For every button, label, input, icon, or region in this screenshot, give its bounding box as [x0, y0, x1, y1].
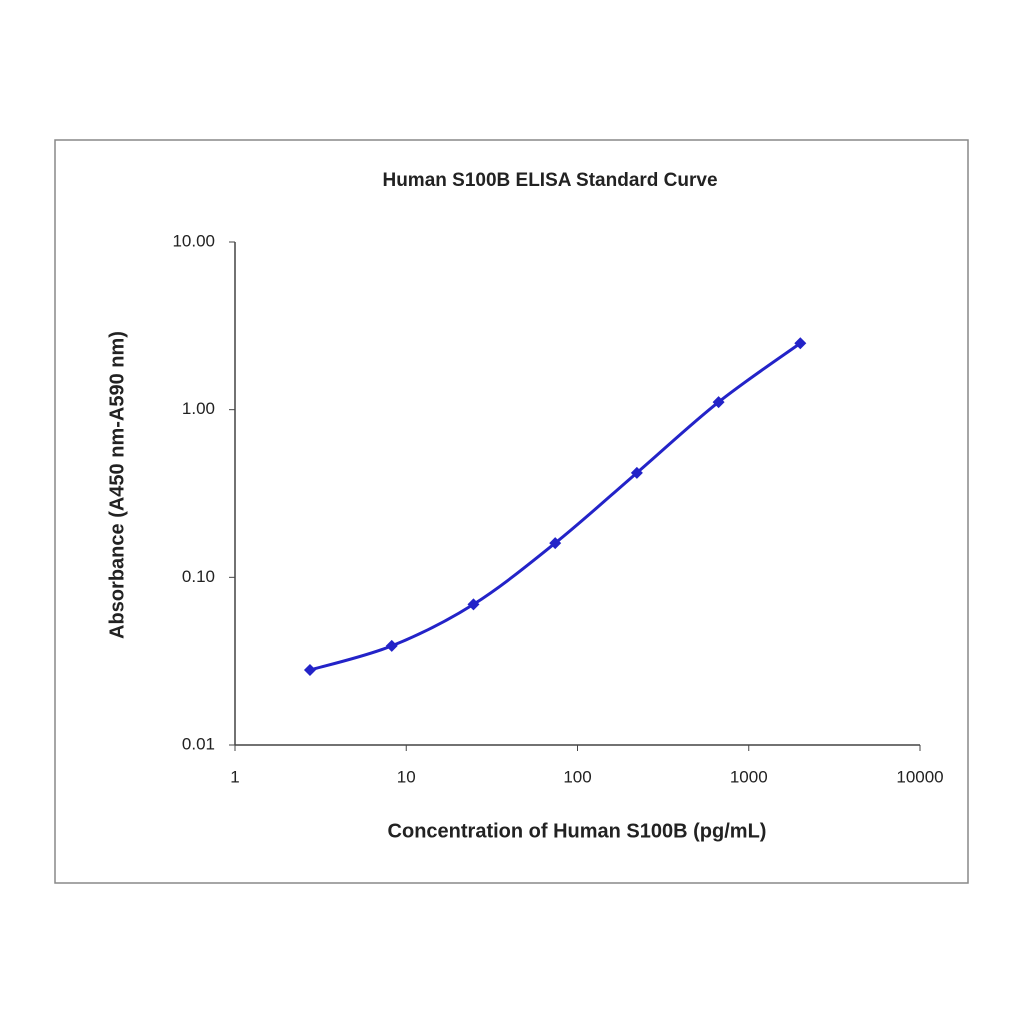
- data-point: [630, 466, 643, 479]
- x-axis-label: Concentration of Human S100B (pg/mL): [388, 820, 767, 842]
- x-tick-label: 10000: [896, 767, 943, 786]
- x-tick-label: 1: [230, 767, 239, 786]
- y-tick-label: 10.00: [172, 231, 215, 250]
- data-point: [385, 639, 398, 652]
- data-point: [467, 598, 480, 611]
- x-tick-label: 10: [397, 767, 416, 786]
- y-tick-label: 1.00: [182, 399, 215, 418]
- x-tick-label: 1000: [730, 767, 768, 786]
- data-point: [303, 664, 316, 677]
- y-tick-label: 0.01: [182, 734, 215, 753]
- y-tick-label: 0.10: [182, 567, 215, 586]
- y-axis-label: Absorbance (A450 nm-A590 nm): [106, 331, 128, 639]
- x-tick-label: 100: [563, 767, 591, 786]
- data-point: [794, 337, 807, 350]
- chart-title: Human S100B ELISA Standard Curve: [382, 170, 717, 191]
- chart-frame: [54, 139, 969, 884]
- data-point: [712, 396, 725, 409]
- data-point: [549, 537, 562, 550]
